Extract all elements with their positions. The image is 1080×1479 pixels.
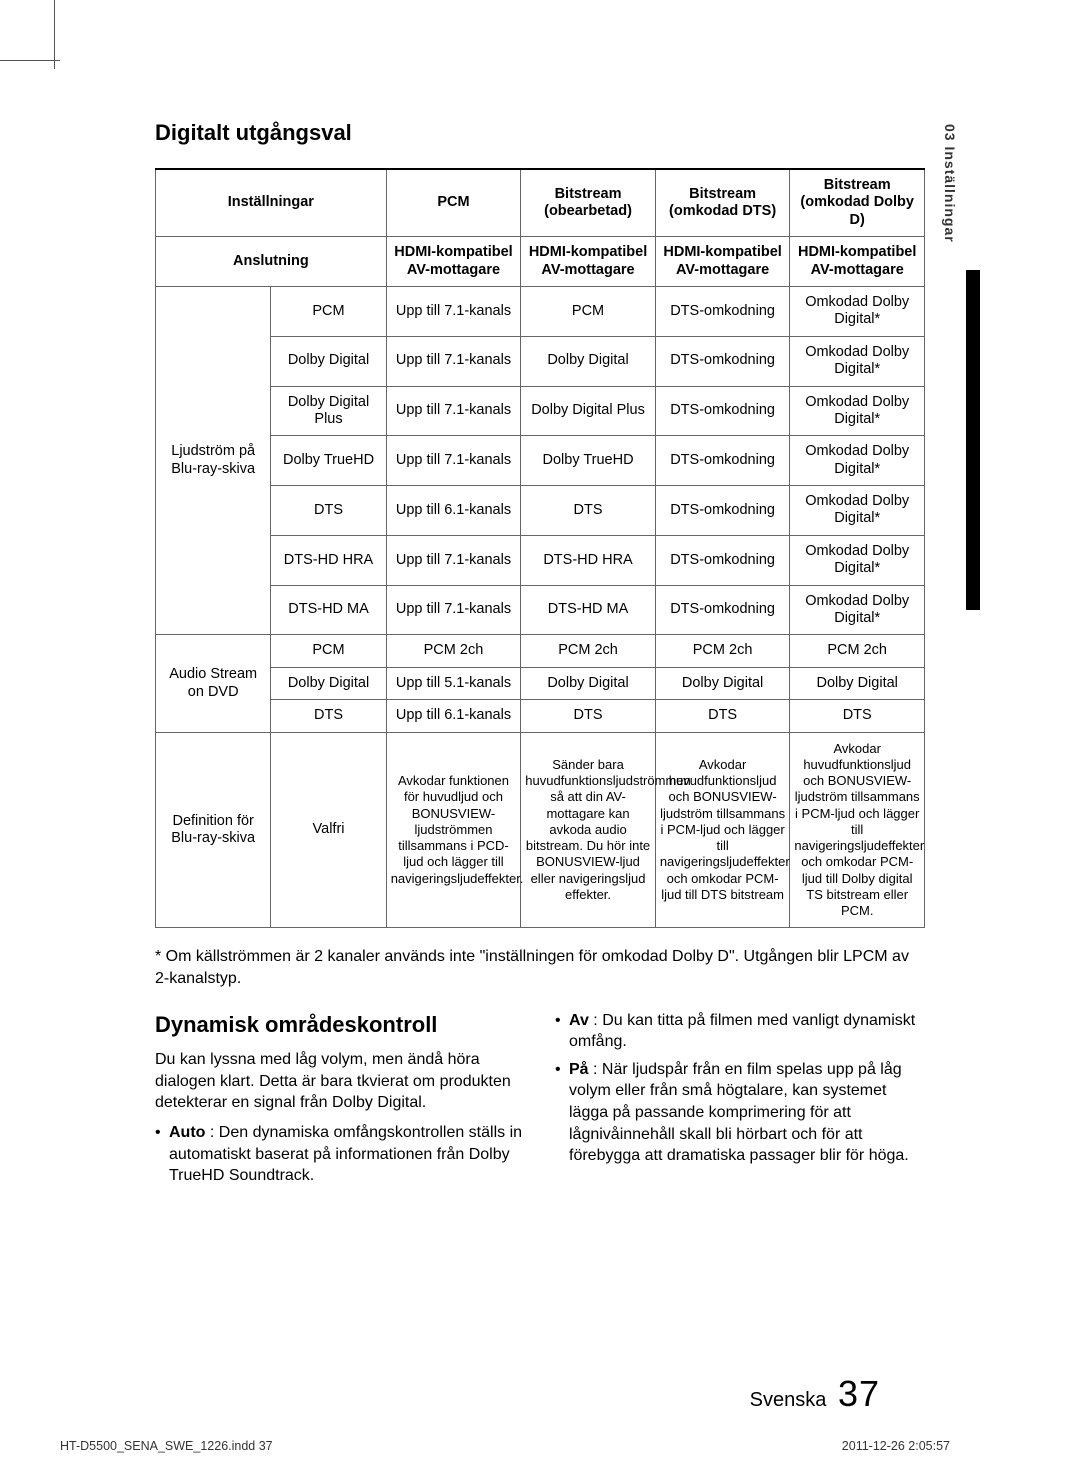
cell: Dolby Digital Plus bbox=[271, 386, 386, 436]
cell: Dolby Digital bbox=[790, 667, 925, 699]
cell: DTS bbox=[521, 700, 656, 732]
cell: Omkodad Dolby Digital* bbox=[790, 486, 925, 536]
txt: : Du kan titta på filmen med vanligt dyn… bbox=[569, 1012, 915, 1051]
txt: : När ljudspår från en film spelas upp p… bbox=[569, 1061, 909, 1164]
cell: DTS-omkodning bbox=[655, 486, 790, 536]
grp-def: Definition för Blu-ray-skiva bbox=[156, 732, 271, 928]
cell: Omkodad Dolby Digital* bbox=[790, 436, 925, 486]
cell: DTS bbox=[271, 700, 386, 732]
cell: Dolby Digital bbox=[521, 336, 656, 386]
cell: PCM 2ch bbox=[386, 635, 521, 667]
cell: Dolby TrueHD bbox=[271, 436, 386, 486]
page-number: 37 bbox=[832, 1373, 880, 1414]
cell: Upp till 5.1-kanals bbox=[386, 667, 521, 699]
cell: Valfri bbox=[271, 732, 386, 928]
cell: DTS-omkodning bbox=[655, 585, 790, 635]
body-columns: Dynamisk områdeskontroll Du kan lyssna m… bbox=[155, 1010, 925, 1187]
cell: DTS bbox=[790, 700, 925, 732]
crop-mark-v bbox=[54, 0, 55, 69]
grp-bluray: Ljudström på Blu-ray-skiva bbox=[156, 286, 271, 634]
th-bitstream1: Bitstream (obearbetad) bbox=[521, 169, 656, 237]
th-bitstream3: Bitstream (omkodad Dolby D) bbox=[790, 169, 925, 237]
cell: DTS-HD HRA bbox=[271, 535, 386, 585]
cell: DTS bbox=[521, 486, 656, 536]
lbl: Av bbox=[569, 1012, 589, 1029]
cell: Dolby Digital bbox=[271, 336, 386, 386]
cell: HDMI-kompatibel AV-mottagare bbox=[790, 237, 925, 287]
cell: Upp till 7.1-kanals bbox=[386, 286, 521, 336]
cell: Upp till 6.1-kanals bbox=[386, 700, 521, 732]
grp-dvd: Audio Stream on DVD bbox=[156, 635, 271, 732]
cell: DTS-omkodning bbox=[655, 436, 790, 486]
cell: DTS bbox=[655, 700, 790, 732]
cell: Omkodad Dolby Digital* bbox=[790, 336, 925, 386]
cell: DTS-omkodning bbox=[655, 286, 790, 336]
cell: Omkodad Dolby Digital* bbox=[790, 535, 925, 585]
cell: PCM 2ch bbox=[790, 635, 925, 667]
th-bitstream2: Bitstream (omkodad DTS) bbox=[655, 169, 790, 237]
row-connection: Anslutning bbox=[156, 237, 387, 287]
cell: Upp till 6.1-kanals bbox=[386, 486, 521, 536]
cell: DTS-HD MA bbox=[521, 585, 656, 635]
lbl: Auto bbox=[169, 1124, 205, 1141]
cell: Upp till 7.1-kanals bbox=[386, 336, 521, 386]
dyn-title: Dynamisk områdeskontroll bbox=[155, 1010, 525, 1040]
cell: HDMI-kompatibel AV-mottagare bbox=[521, 237, 656, 287]
th-pcm: PCM bbox=[386, 169, 521, 237]
bullet-pa: På : När ljudspår från en film spelas up… bbox=[555, 1059, 925, 1167]
cell: Omkodad Dolby Digital* bbox=[790, 286, 925, 336]
side-thumb-bar bbox=[966, 270, 980, 610]
th-settings: Inställningar bbox=[156, 169, 387, 237]
cell: Upp till 7.1-kanals bbox=[386, 436, 521, 486]
lbl: På bbox=[569, 1061, 589, 1078]
page-footer: Svenska 37 bbox=[750, 1373, 880, 1415]
cell: HDMI-kompatibel AV-mottagare bbox=[655, 237, 790, 287]
cell: Dolby Digital Plus bbox=[521, 386, 656, 436]
cell: Avkodar huvudfunktionsljud och BONUSVIEW… bbox=[790, 732, 925, 928]
cell: DTS-HD HRA bbox=[521, 535, 656, 585]
cell: PCM bbox=[521, 286, 656, 336]
section-title: Digitalt utgångsval bbox=[155, 120, 925, 146]
cell: Dolby Digital bbox=[655, 667, 790, 699]
cell: Omkodad Dolby Digital* bbox=[790, 585, 925, 635]
cell: PCM bbox=[271, 635, 386, 667]
cell: Upp till 7.1-kanals bbox=[386, 535, 521, 585]
cell: Dolby TrueHD bbox=[521, 436, 656, 486]
imprint-right: 2011-12-26 2:05:57 bbox=[842, 1439, 950, 1453]
cell: DTS-omkodning bbox=[655, 535, 790, 585]
cell: Omkodad Dolby Digital* bbox=[790, 386, 925, 436]
cell: DTS bbox=[271, 486, 386, 536]
dyn-intro: Du kan lyssna med låg volym, men ändå hö… bbox=[155, 1049, 525, 1114]
footnote: * Om källströmmen är 2 kanaler används i… bbox=[155, 946, 925, 989]
cell: Avkodar funktionen för huvudljud och BON… bbox=[386, 732, 521, 928]
side-tab: 03 Inställningar bbox=[940, 120, 960, 247]
imprint: HT-D5500_SENA_SWE_1226.indd 37 2011-12-2… bbox=[60, 1439, 950, 1453]
cell: Upp till 7.1-kanals bbox=[386, 386, 521, 436]
bullet-auto: Auto : Den dynamiska omfångskontrollen s… bbox=[155, 1122, 525, 1187]
cell: HDMI-kompatibel AV-mottagare bbox=[386, 237, 521, 287]
cell: PCM 2ch bbox=[521, 635, 656, 667]
cell: DTS-omkodning bbox=[655, 386, 790, 436]
crop-mark-h bbox=[0, 60, 60, 61]
cell: Dolby Digital bbox=[521, 667, 656, 699]
imprint-left: HT-D5500_SENA_SWE_1226.indd 37 bbox=[60, 1439, 273, 1453]
txt: : Den dynamiska omfångskontrollen ställs… bbox=[169, 1124, 522, 1184]
cell: Sänder bara huvudfunktionsljudströmmen s… bbox=[521, 732, 656, 928]
cell: Upp till 7.1-kanals bbox=[386, 585, 521, 635]
cell: DTS-omkodning bbox=[655, 336, 790, 386]
cell: PCM 2ch bbox=[655, 635, 790, 667]
cell: Avkodar huvudfunktionsljud och BONUSVIEW… bbox=[655, 732, 790, 928]
cell: DTS-HD MA bbox=[271, 585, 386, 635]
output-table: Inställningar PCM Bitstream (obearbetad)… bbox=[155, 168, 925, 928]
page-lang: Svenska bbox=[750, 1389, 827, 1411]
page: 03 Inställningar Digitalt utgångsval Ins… bbox=[0, 0, 1080, 1479]
cell: PCM bbox=[271, 286, 386, 336]
bullet-av: Av : Du kan titta på filmen med vanligt … bbox=[555, 1010, 925, 1053]
cell: Dolby Digital bbox=[271, 667, 386, 699]
